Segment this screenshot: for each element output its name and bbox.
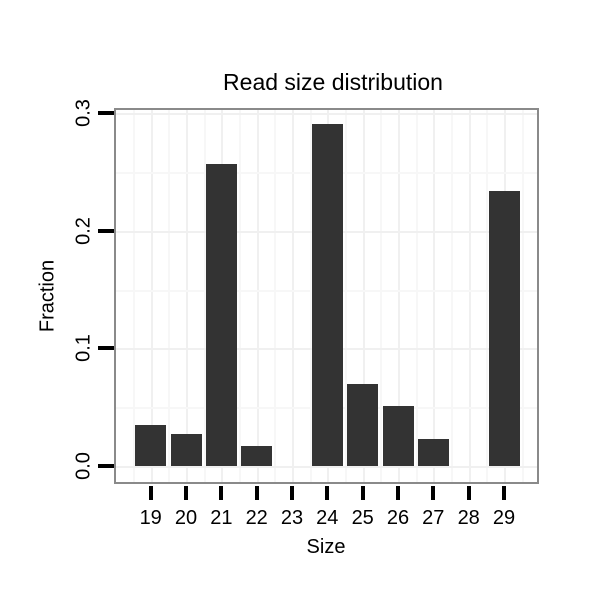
x-tick-label-26: 26 bbox=[386, 507, 410, 529]
major-horizontal-gridline bbox=[116, 466, 537, 468]
x-tick-20 bbox=[184, 486, 188, 500]
y-tick-label-0.3: 0.3 bbox=[72, 98, 95, 127]
minor-vertical-gridline bbox=[345, 110, 347, 482]
major-vertical-gridline bbox=[362, 110, 365, 482]
x-tick-label-27: 27 bbox=[422, 507, 445, 529]
minor-vertical-gridline bbox=[451, 110, 453, 482]
major-vertical-gridline bbox=[150, 110, 153, 482]
x-tick-label-19: 19 bbox=[139, 507, 162, 529]
chart-title: Read size distribution bbox=[223, 69, 443, 95]
minor-vertical-gridline bbox=[415, 110, 418, 482]
minor-vertical-gridline bbox=[486, 110, 489, 482]
minor-vertical-gridline bbox=[168, 110, 171, 482]
x-tick-28 bbox=[466, 486, 471, 500]
x-tick-label-25: 25 bbox=[351, 507, 374, 529]
minor-vertical-gridline bbox=[203, 110, 206, 482]
y-tick-0.1 bbox=[98, 346, 114, 351]
x-tick-27 bbox=[431, 486, 436, 500]
x-tick-26 bbox=[396, 486, 400, 500]
bar-22 bbox=[241, 446, 273, 466]
minor-vertical-gridline bbox=[521, 110, 524, 482]
x-tick-24 bbox=[325, 486, 330, 500]
x-tick-label-24: 24 bbox=[316, 507, 339, 529]
x-tick-25 bbox=[360, 486, 365, 500]
bar-27 bbox=[417, 438, 449, 466]
x-tick-22 bbox=[254, 486, 259, 500]
minor-vertical-gridline bbox=[133, 110, 135, 482]
x-tick-label-21: 21 bbox=[210, 507, 233, 529]
x-tick-label-28: 28 bbox=[457, 507, 480, 529]
major-vertical-gridline bbox=[256, 110, 259, 482]
major-horizontal-gridline bbox=[116, 112, 537, 115]
major-vertical-gridline bbox=[186, 110, 188, 482]
x-tick-label-23: 23 bbox=[280, 507, 304, 529]
major-vertical-gridline bbox=[398, 110, 400, 482]
plot-panel bbox=[114, 108, 539, 484]
y-axis-title: Fraction bbox=[36, 259, 59, 333]
major-vertical-gridline bbox=[468, 110, 471, 482]
y-tick-label-0.0: 0.0 bbox=[72, 452, 95, 480]
bar-19 bbox=[135, 424, 167, 466]
x-tick-label-20: 20 bbox=[174, 507, 198, 529]
bar-20 bbox=[170, 434, 202, 466]
x-tick-label-22: 22 bbox=[245, 507, 268, 529]
bar-25 bbox=[347, 383, 379, 466]
y-tick-0.0 bbox=[98, 464, 114, 468]
major-vertical-gridline bbox=[433, 110, 436, 482]
x-tick-19 bbox=[148, 486, 153, 500]
bar-26 bbox=[382, 406, 414, 466]
y-tick-label-0.1: 0.1 bbox=[72, 334, 95, 363]
x-tick-29 bbox=[502, 486, 506, 500]
minor-vertical-gridline bbox=[380, 110, 383, 482]
minor-vertical-gridline bbox=[274, 110, 277, 482]
major-vertical-gridline bbox=[292, 110, 294, 482]
y-tick-label-0.2: 0.2 bbox=[72, 216, 95, 245]
x-axis-title: Size bbox=[306, 536, 346, 558]
x-tick-23 bbox=[290, 486, 294, 500]
bar-21 bbox=[205, 163, 237, 466]
x-tick-21 bbox=[219, 486, 224, 500]
y-tick-0.2 bbox=[98, 228, 114, 233]
minor-vertical-gridline bbox=[239, 110, 241, 482]
bar-29 bbox=[488, 190, 520, 466]
x-tick-label-29: 29 bbox=[492, 507, 516, 529]
bar-24 bbox=[311, 123, 343, 466]
y-tick-0.3 bbox=[98, 110, 114, 115]
minor-vertical-gridline bbox=[309, 110, 312, 482]
